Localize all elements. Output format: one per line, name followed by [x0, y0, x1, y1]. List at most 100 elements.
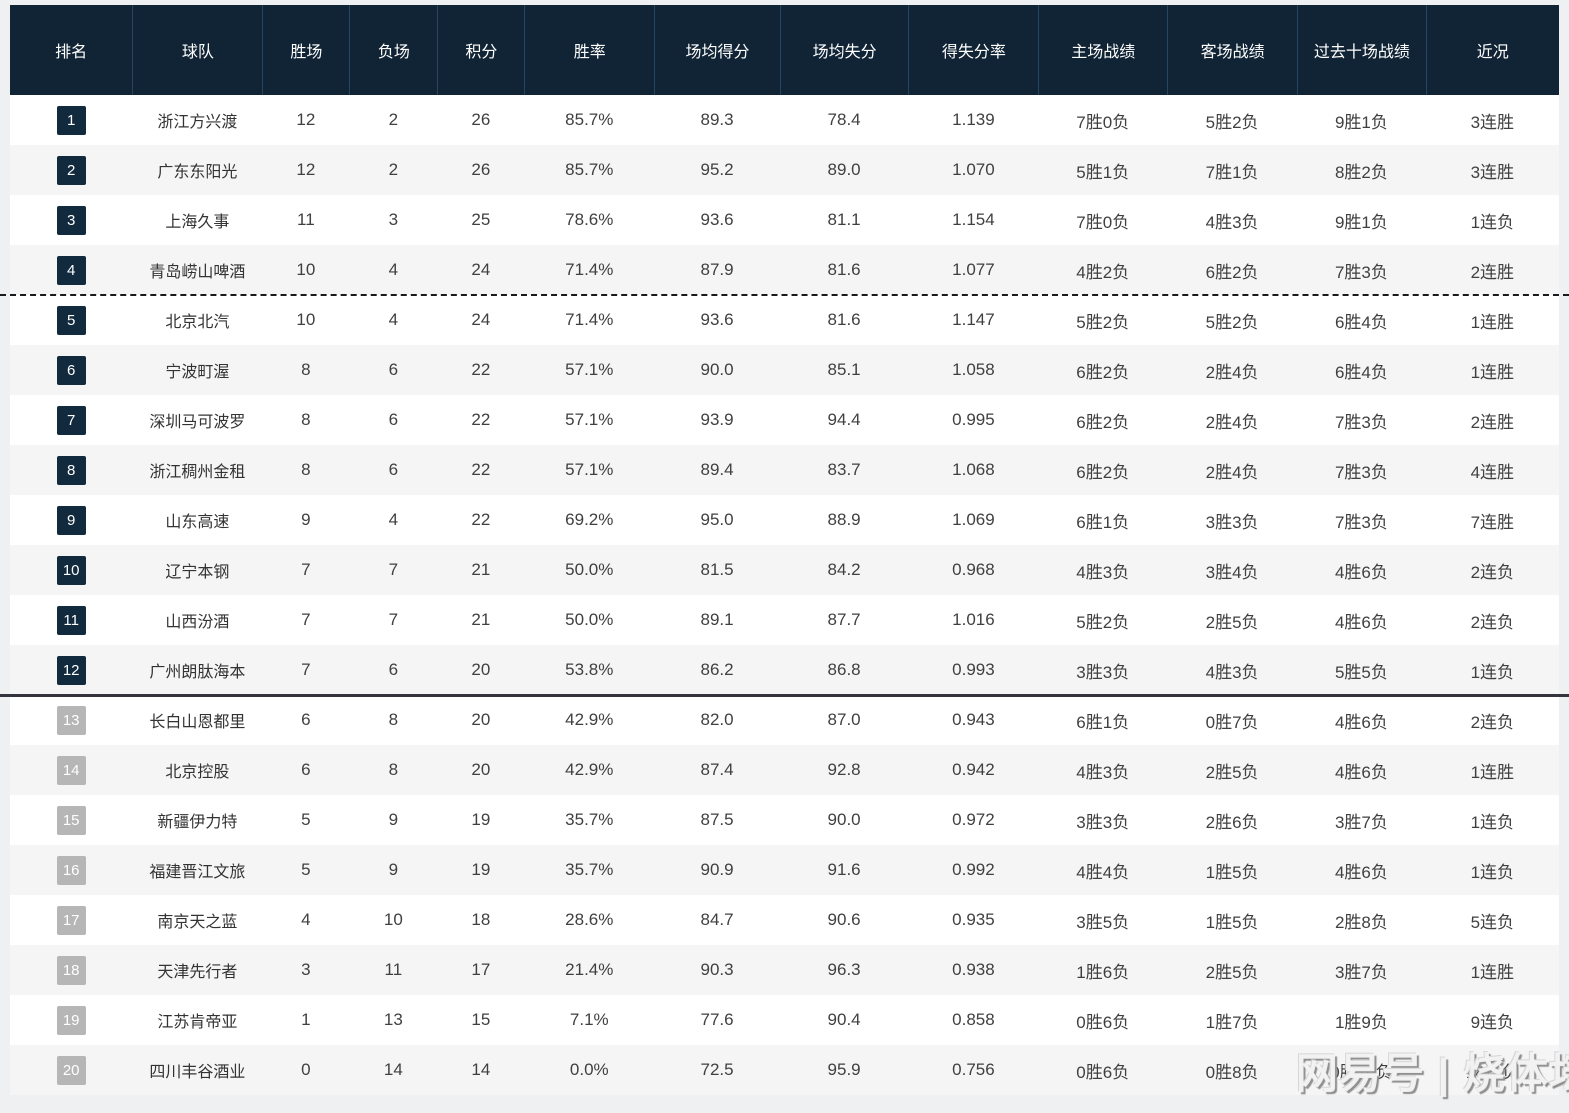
- ratio-cell: 1.077: [952, 260, 995, 279]
- away-record-cell: 1胜5负: [1205, 862, 1259, 882]
- avg-conceded-cell: 95.9: [827, 1060, 861, 1079]
- win-rate-cell: 28.6%: [565, 910, 614, 929]
- wins-cell: 8: [301, 360, 311, 379]
- avg-scored-cell: 95.2: [700, 160, 734, 179]
- avg-scored-cell: 95.0: [700, 510, 734, 529]
- home-record-cell: 0胜6负: [1076, 1012, 1130, 1032]
- rank-badge: 8: [56, 455, 86, 485]
- table-row: 19 江苏肯帝亚 1 13 15 7.1% 77.6 90.4 0.858 0胜…: [10, 995, 1559, 1045]
- home-record-cell: 3胜5负: [1076, 912, 1130, 932]
- last-ten-cell: 4胜6负: [1334, 712, 1388, 732]
- avg-scored-cell: 93.6: [700, 210, 734, 229]
- away-record-cell: 3胜3负: [1205, 512, 1259, 532]
- table-row: 18 天津先行者 3 11 17 21.4% 90.3 96.3 0.938 1…: [10, 945, 1559, 995]
- header-win_rate: 胜率: [524, 5, 654, 95]
- wins-cell: 1: [301, 1010, 311, 1029]
- losses-cell: 2: [388, 160, 399, 179]
- away-record-cell: 4胜3负: [1205, 212, 1259, 232]
- losses-cell: 4: [388, 510, 399, 529]
- recent-form-cell: 2连负: [1470, 612, 1515, 632]
- avg-conceded-cell: 84.2: [827, 560, 861, 579]
- recent-form-cell: 1连负: [1470, 862, 1515, 882]
- last-ten-cell: 4胜6负: [1334, 562, 1388, 582]
- rank-cell: 10: [10, 545, 132, 595]
- wins-cell: 8: [301, 410, 311, 429]
- wins-cell: 9: [301, 510, 311, 529]
- avg-scored-cell: 89.3: [700, 110, 734, 129]
- last-ten-cell: 2胜8负: [1334, 912, 1388, 932]
- wins-cell: 4: [301, 910, 311, 929]
- recent-form-cell: 7连胜: [1470, 512, 1515, 532]
- table-row: 14 北京控股 6 8 20 42.9% 87.4 92.8 0.942 4胜3…: [10, 745, 1559, 795]
- team-name-cell: 浙江稠州金租: [149, 464, 246, 481]
- points-cell: 21: [471, 610, 491, 629]
- wins-cell: 12: [296, 160, 316, 179]
- rank-cell: 9: [10, 495, 132, 545]
- avg-conceded-cell: 90.4: [827, 1010, 861, 1029]
- ratio-cell: 1.139: [952, 110, 995, 129]
- rank-cell: 14: [10, 745, 132, 795]
- rank-cell: 18: [10, 945, 132, 995]
- ratio-cell: 0.942: [952, 760, 995, 779]
- avg-scored-cell: 90.9: [700, 860, 734, 879]
- avg-conceded-cell: 87.7: [827, 610, 861, 629]
- avg-conceded-cell: 91.6: [827, 860, 861, 879]
- rank-badge: 17: [56, 905, 86, 935]
- header-avg_conceded: 场均失分: [779, 5, 909, 95]
- recent-form-cell: 4连胜: [1470, 462, 1515, 482]
- win-rate-cell: 0.0%: [569, 1060, 609, 1079]
- table-row: 5 北京北汽 10 4 24 71.4% 93.6 81.6 1.147 5胜2…: [10, 295, 1559, 345]
- standings-table: 排名 球队 胜场 负场 积分 胜率 场均得分 场均失分 得失分率 主场战绩 客场战绩 过去十场战绩 近况…: [10, 5, 1559, 1095]
- home-record-cell: 5胜2负: [1076, 612, 1130, 632]
- table-row: 2 广东东阳光 12 2 26 85.7% 95.2 89.0 1.070 5胜…: [10, 145, 1559, 195]
- team-name-cell: 江苏肯帝亚: [157, 1014, 238, 1031]
- table-row: 15 新疆伊力特 5 9 19 35.7% 87.5 90.0 0.972 3胜…: [10, 795, 1559, 845]
- rank-badge: 16: [56, 855, 86, 885]
- last-ten-cell: 6胜4负: [1334, 312, 1388, 332]
- last-ten-cell: 3胜7负: [1334, 962, 1388, 982]
- win-rate-cell: 69.2%: [565, 510, 614, 529]
- team-name-cell: 新疆伊力特: [157, 814, 238, 831]
- header-team: 球队: [132, 5, 262, 95]
- points-cell: 17: [471, 960, 491, 979]
- rank-badge: 10: [56, 555, 86, 585]
- rank-badge: 11: [56, 605, 86, 635]
- ratio-cell: 0.938: [952, 960, 995, 979]
- rank-badge: 13: [56, 705, 86, 735]
- header-home_record: 主场战绩: [1038, 5, 1167, 95]
- team-name-cell: 浙江方兴渡: [157, 114, 238, 131]
- home-record-cell: 4胜3负: [1076, 762, 1130, 782]
- points-cell: 22: [471, 410, 491, 429]
- avg-scored-cell: 86.2: [700, 660, 734, 679]
- rank-cell: 20: [10, 1045, 132, 1095]
- points-cell: 15: [471, 1010, 491, 1029]
- home-record-cell: 7胜0负: [1076, 112, 1130, 132]
- away-record-cell: 0胜7负: [1205, 712, 1259, 732]
- away-record-cell: 5胜2负: [1205, 112, 1259, 132]
- win-rate-cell: 78.6%: [565, 210, 614, 229]
- home-record-cell: 5胜1负: [1076, 162, 1130, 182]
- losses-cell: 11: [384, 960, 403, 979]
- away-record-cell: 7胜1负: [1205, 162, 1259, 182]
- avg-conceded-cell: 86.8: [827, 660, 861, 679]
- losses-cell: 7: [388, 560, 399, 579]
- avg-scored-cell: 84.7: [700, 910, 734, 929]
- avg-scored-cell: 87.5: [700, 810, 734, 829]
- avg-conceded-cell: 89.0: [827, 160, 861, 179]
- points-cell: 14: [471, 1060, 491, 1079]
- win-rate-cell: 21.4%: [565, 960, 614, 979]
- recent-form-cell: 1连负: [1470, 812, 1515, 832]
- team-name-cell: 四川丰谷酒业: [149, 1064, 246, 1081]
- points-cell: 24: [471, 260, 491, 279]
- recent-form-cell: 1连胜: [1470, 312, 1515, 332]
- wins-cell: 7: [301, 560, 311, 579]
- recent-form-cell: 5连负: [1470, 912, 1515, 932]
- avg-conceded-cell: 83.7: [827, 460, 861, 479]
- wins-cell: 7: [301, 610, 311, 629]
- team-name-cell: 天津先行者: [157, 964, 238, 981]
- team-name-cell: 辽宁本钢: [165, 564, 230, 581]
- wins-cell: 0: [301, 1060, 311, 1079]
- win-rate-cell: 53.8%: [565, 660, 614, 679]
- losses-cell: 6: [388, 410, 399, 429]
- header-recent_form: 近况: [1425, 5, 1559, 95]
